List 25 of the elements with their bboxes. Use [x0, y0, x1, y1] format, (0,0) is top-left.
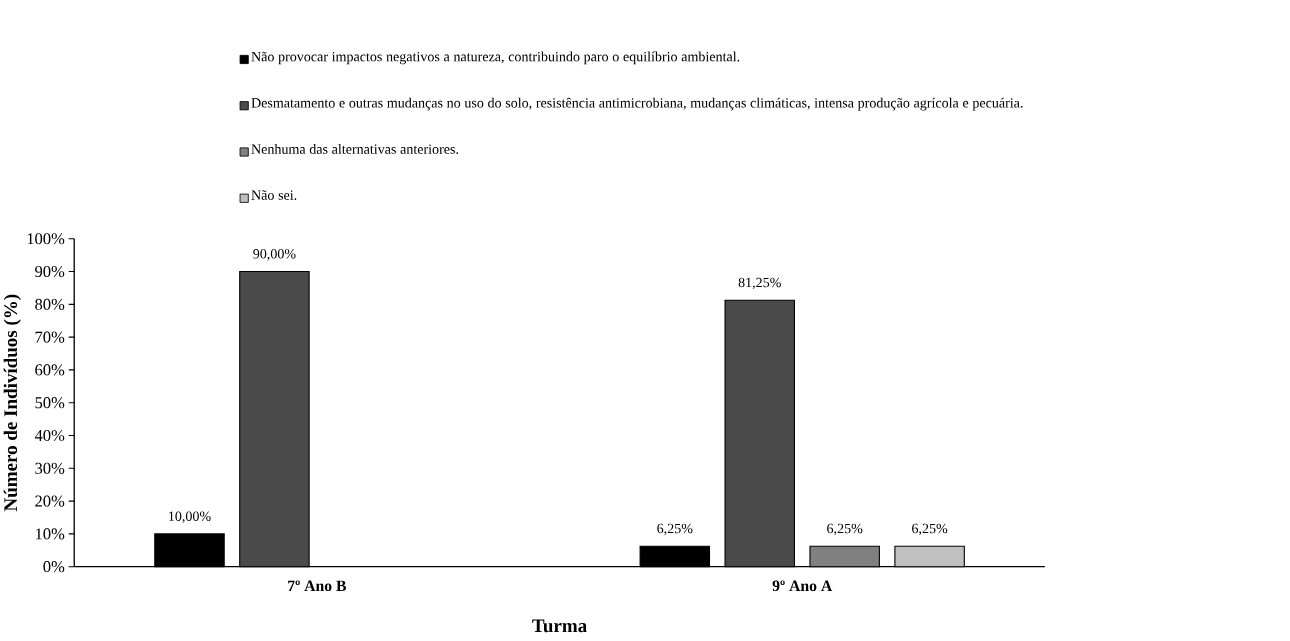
y-tick-label: 100% [27, 233, 65, 245]
y-tick-label: 60% [35, 364, 65, 376]
y-tick-label: 30% [35, 462, 65, 474]
legend-label: Nenhuma das alternativas anteriores. [251, 143, 459, 154]
y-tick-label: 40% [34, 429, 65, 442]
y-tick-label: 50% [35, 397, 65, 409]
y-tick-label: 0% [43, 561, 65, 573]
y-axis-title: Número de Indivíduos (%) [3, 294, 21, 512]
y-tick-label: 70% [35, 331, 65, 343]
data-label: 90,00% [253, 249, 296, 261]
y-tick-label: 80% [35, 298, 65, 310]
data-label: 81,25% [738, 277, 781, 290]
y-tick-label: 20% [35, 495, 65, 507]
x-tick-label: 9º Ano A [772, 580, 833, 592]
data-label: 6,25% [827, 523, 863, 536]
data-label: 6,25% [657, 523, 693, 536]
data-label: 6,25% [912, 523, 948, 536]
legend-label: Não sei. [251, 190, 297, 200]
legend-label: Não provocar impactos negativos a natureza, contribuindo paro o equilíbrio ambiental. [251, 51, 740, 65]
x-tick-label: 7º Ano B [288, 580, 347, 592]
y-tick-label: 90% [35, 265, 65, 278]
y-tick-label: 10% [36, 528, 65, 540]
data-label: 10,00% [169, 511, 211, 523]
x-axis-title: Turma [532, 619, 587, 633]
legend-label: Desmatamento e outras mudanças no uso do solo, resistência antimicrobiana, mudanças climáticas, intensa produção agrícola e pecuária. [251, 97, 1023, 111]
